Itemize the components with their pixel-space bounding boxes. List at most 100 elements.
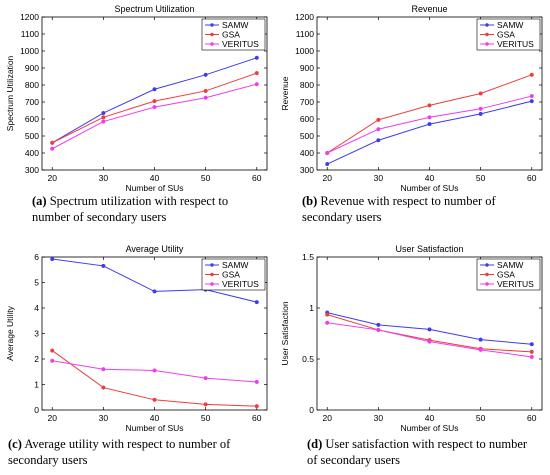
y-tick-label: 0.5 — [302, 354, 314, 364]
data-point — [203, 88, 208, 93]
chart-panel-user-satisfaction: User Satisfaction 0 0.5 1 1.5 20 30 40 50 60 Numbe… — [275, 240, 550, 475]
y-axis-label: Spectrum Utilization — [5, 55, 15, 131]
data-point — [203, 95, 208, 100]
data-point — [101, 367, 106, 372]
x-tick-label: 30 — [99, 413, 109, 423]
caption-revenue: (b) Revenue with respect to number of se… — [302, 193, 532, 225]
y-tick-label: 500 — [300, 131, 314, 141]
y-tick-label: 400 — [300, 148, 314, 158]
chart-svg-spectrum: Spectrum Utilization 300 400 500 600 700 800 90… — [5, 4, 268, 193]
x-tick-label: 20 — [47, 173, 57, 183]
caption-spectrum: (a) Spectrum utilization with respect to… — [32, 193, 262, 225]
caption-average-utility: (c) Average utility with respect to numb… — [8, 436, 270, 468]
y-tick-label: 900 — [25, 63, 39, 73]
data-point — [427, 339, 432, 344]
caption-text: Spectrum utilization with respect to num… — [32, 194, 229, 224]
data-point — [478, 91, 483, 96]
data-point — [376, 322, 381, 327]
caption-text: User satisfaction with respect to number… — [307, 437, 528, 467]
y-tick-label: 2 — [34, 354, 39, 364]
data-point — [376, 117, 381, 122]
y-tick-label: 600 — [25, 114, 39, 124]
legend-label: GSA — [497, 270, 515, 280]
y-tick-label: 1.5 — [302, 252, 314, 262]
y-tick-label: 1000 — [20, 46, 39, 56]
data-point — [325, 150, 330, 156]
chart-svg-revenue: Revenue 300 400 500 600 700 800 900 1000 1100 1200… — [280, 4, 543, 193]
x-tick-label: 30 — [374, 413, 384, 423]
chart-svg-user-satisfaction: User Satisfaction 0 0.5 1 1.5 20 30 40 50 60 Numbe… — [280, 244, 543, 433]
y-tick-label: 1000 — [295, 46, 314, 56]
data-point — [101, 263, 106, 268]
y-tick-label: 400 — [25, 148, 39, 158]
x-tick-label: 30 — [374, 173, 384, 183]
legend-marker — [485, 272, 489, 277]
data-point — [529, 342, 534, 347]
x-tick-label: 20 — [47, 413, 57, 423]
data-point — [254, 300, 259, 305]
y-tick-label: 1 — [34, 380, 39, 390]
data-point — [376, 327, 381, 332]
data-point — [427, 327, 432, 332]
legend-marker — [485, 32, 489, 37]
data-point — [325, 320, 330, 325]
x-tick-label: 20 — [322, 173, 332, 183]
chart-panel-revenue: Revenue 300 400 500 600 700 800 900 1000 1100 1200… — [275, 0, 550, 240]
x-tick-label: 40 — [425, 413, 435, 423]
x-tick-label: 50 — [476, 413, 486, 423]
caption-label: (b) — [302, 194, 318, 208]
y-tick-label: 500 — [25, 131, 39, 141]
chart-title: Revenue — [411, 4, 447, 14]
data-point — [152, 397, 157, 402]
x-axis-label: Number of SUs — [400, 423, 458, 433]
data-point — [427, 103, 432, 108]
x-tick-label: 50 — [476, 173, 486, 183]
legend-label: GSA — [222, 270, 240, 280]
y-tick-label: 700 — [25, 97, 39, 107]
x-tick-label: 30 — [99, 173, 109, 183]
y-axis-label: Revenue — [280, 76, 290, 110]
x-tick-label: 50 — [201, 173, 211, 183]
legend-marker — [485, 23, 489, 27]
legend-label: VERITUS — [222, 39, 259, 49]
y-tick-label: 3 — [34, 329, 39, 339]
data-point — [427, 115, 432, 120]
data-point — [50, 146, 55, 151]
data-point — [101, 119, 106, 124]
x-tick-label: 60 — [527, 173, 537, 183]
data-point — [152, 105, 157, 110]
x-tick-label: 60 — [527, 413, 537, 423]
y-tick-label: 1100 — [296, 29, 315, 39]
data-point — [203, 402, 208, 407]
legend-label: SAMW — [497, 20, 523, 30]
caption-label: (a) — [32, 194, 47, 208]
chart-title: Average Utility — [126, 244, 184, 254]
data-point — [427, 122, 432, 127]
legend-marker — [485, 42, 489, 46]
legend-label: VERITUS — [497, 279, 534, 289]
y-tick-label: 1100 — [21, 29, 40, 39]
data-point — [325, 312, 330, 317]
caption-text: Revenue with respect to number of second… — [302, 194, 496, 224]
legend-marker — [210, 42, 214, 46]
data-point — [101, 111, 106, 116]
data-point — [101, 385, 106, 390]
y-tick-label: 1200 — [20, 12, 39, 22]
data-point — [254, 55, 259, 60]
data-point — [152, 99, 157, 104]
data-point — [50, 348, 55, 353]
y-axis-label: Average Utility — [5, 305, 15, 360]
y-tick-label: 0 — [309, 405, 314, 415]
legend-marker — [485, 282, 489, 286]
legend-marker — [210, 282, 214, 286]
y-tick-label: 800 — [300, 80, 314, 90]
legend-marker — [210, 23, 214, 27]
x-tick-label: 20 — [322, 413, 332, 423]
data-point — [478, 347, 483, 352]
x-axis-label: Number of SUs — [125, 423, 183, 433]
caption-label: (c) — [8, 437, 22, 451]
x-tick-label: 40 — [425, 173, 435, 183]
